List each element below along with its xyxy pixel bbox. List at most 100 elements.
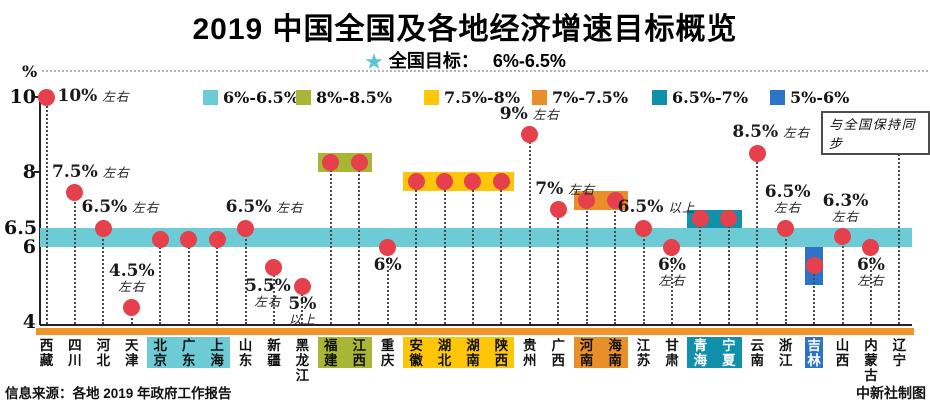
data-point-dot [436, 172, 454, 190]
y-tick-label: 6 [22, 236, 36, 258]
point-label-value: 6% [856, 255, 885, 275]
column-guideline [614, 200, 617, 324]
data-point-dot [123, 298, 141, 316]
point-label: 6.5% 左右 [764, 182, 811, 216]
x-axis-label: 天津 [125, 338, 139, 368]
data-point-dot [38, 88, 55, 106]
data-point-dot [663, 238, 681, 256]
x-axis-label: 云南 [750, 338, 765, 368]
column-guideline [301, 286, 304, 324]
legend-swatch [652, 90, 667, 105]
point-label-value: 7.5% [52, 161, 98, 182]
point-label-qualifier: 左右 [276, 200, 304, 216]
data-point-dot [578, 191, 596, 209]
point-label: 9% 左右 [500, 105, 560, 124]
legend-item: 7.5%-8% [424, 88, 521, 107]
credit-note: 中新社制图 [856, 385, 926, 401]
point-label-qualifier: 左右 [118, 279, 146, 294]
column-guideline [443, 181, 446, 324]
column-guideline [699, 218, 702, 324]
column-guideline [869, 247, 872, 324]
legend-label: 8%-8.5% [316, 88, 393, 107]
column-guideline [813, 265, 816, 324]
data-point-dot [464, 172, 482, 190]
x-axis-label: 江西 [352, 338, 366, 368]
x-label-highlight [147, 337, 231, 368]
star-icon: ★ [364, 49, 384, 74]
y-tick-mark [34, 96, 40, 98]
point-label: 5.5% 左右 [245, 275, 291, 309]
data-point-dot [635, 219, 653, 237]
data-point-dot [180, 231, 198, 248]
data-point-dot [748, 144, 766, 162]
legend-item: 6%-6.5% [203, 88, 299, 107]
legend-label: 7%-7.5% [552, 88, 629, 107]
point-label: 6.3% 左右 [823, 192, 869, 224]
x-axis-label: 吉林 [807, 338, 821, 368]
range-band [403, 172, 515, 191]
x-label-highlight [403, 337, 515, 368]
point-label-value: 5% [288, 294, 317, 315]
data-point-dot [862, 238, 880, 256]
x-axis-label: 海南 [608, 338, 622, 368]
legend-label: 7.5%-8% [444, 88, 521, 107]
national-target-subtitle: ★ 全国目标： 6%-6.5% [0, 47, 930, 75]
y-tick-label: 4 [22, 311, 36, 333]
x-axis-label: 青海 [693, 338, 708, 368]
sync-note-box: 与全国保持同步 [821, 111, 930, 155]
column-guideline [500, 181, 503, 324]
point-label: 5% 以上 [288, 294, 317, 327]
point-label: 4.5% 左右 [108, 261, 155, 294]
legend-item: 7%-7.5% [532, 88, 629, 107]
point-label-value: 6.5% [81, 197, 128, 218]
column-guideline [756, 153, 759, 324]
point-label: 6.5% 左右 [81, 199, 159, 217]
x-axis-label: 福建 [324, 338, 338, 368]
point-label-value: 6.5% [764, 182, 811, 203]
column-guideline [45, 97, 48, 324]
x-axis-label: 湖南 [466, 338, 480, 368]
point-label-value: 8.5% [732, 122, 779, 143]
point-label-qualifier: 左右 [568, 181, 596, 197]
point-label-value: 6% [657, 255, 686, 275]
data-point-dot [834, 228, 852, 245]
legend-item: 5%-6% [770, 88, 850, 107]
x-axis-label: 广东 [181, 338, 196, 368]
point-label: 8.5% 左右 [732, 124, 810, 142]
column-guideline [415, 181, 418, 324]
legend-label: 5%-6% [790, 88, 850, 107]
source-note: 信息来源：各地 2019 年政府工作报告 [5, 386, 232, 401]
data-point-dot [549, 201, 567, 218]
legend-swatch [770, 90, 785, 105]
data-point-dot [66, 184, 84, 202]
point-label-qualifier: 以上 [668, 200, 696, 216]
data-point-dot [777, 219, 795, 237]
point-label: 6.5% 左右 [226, 199, 304, 217]
y-tick-label: 10 [9, 86, 36, 108]
column-guideline [73, 192, 76, 324]
column-guideline [727, 218, 730, 324]
x-axis-label: 贵州 [523, 338, 537, 368]
column-guideline [471, 181, 474, 324]
data-point-dot [237, 219, 254, 237]
data-point-dot [208, 231, 226, 248]
point-label-qualifier: 左右 [832, 208, 860, 224]
x-axis-label: 西藏 [39, 338, 54, 368]
point-label-value: 4.5% [108, 261, 155, 281]
data-point-dot [293, 277, 311, 295]
x-label-highlight [687, 337, 742, 368]
data-point-dot [805, 257, 823, 275]
point-label: 7% 左右 [535, 180, 596, 199]
point-label-qualifier: 左右 [658, 273, 686, 288]
legend-swatch [532, 90, 547, 105]
point-label-qualifier: 左右 [254, 293, 282, 309]
point-label-value: 5.5% [245, 275, 291, 296]
x-label-highlight [805, 337, 824, 368]
legend-label: 6.5%-7% [672, 88, 749, 107]
point-label-qualifier: 左右 [774, 200, 802, 216]
x-label-highlight [573, 337, 629, 368]
column-guideline [358, 162, 361, 324]
point-label-qualifier: 左右 [532, 106, 560, 122]
point-label: 6% 左右 [657, 255, 686, 288]
